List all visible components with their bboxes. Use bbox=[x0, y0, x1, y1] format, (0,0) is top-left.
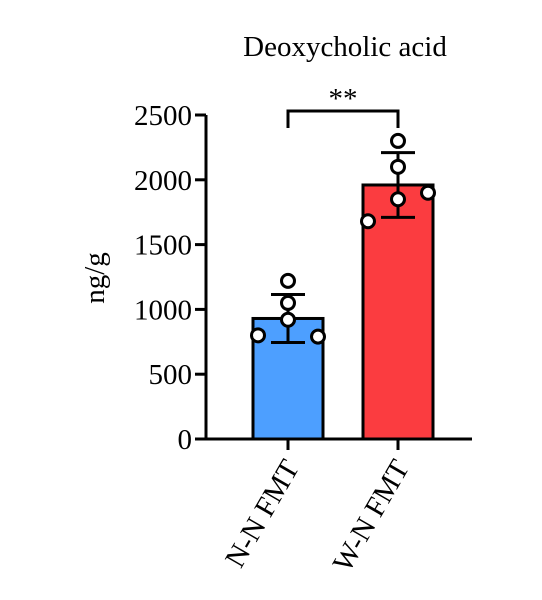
x-tick-labels: N-N FMT W-N FMT bbox=[219, 439, 416, 577]
data-point bbox=[390, 191, 406, 208]
data-point bbox=[250, 327, 266, 344]
data-point bbox=[310, 328, 326, 345]
y-axis-label: ng/g bbox=[79, 252, 111, 304]
y-tick-label: 1500 bbox=[134, 230, 192, 262]
significance-label: ** bbox=[329, 83, 358, 115]
significance-line bbox=[286, 109, 400, 128]
data-point bbox=[420, 184, 436, 201]
data-point bbox=[390, 132, 406, 149]
y-tick-label: 2000 bbox=[134, 165, 192, 197]
data-point bbox=[280, 294, 296, 311]
data-point bbox=[390, 158, 406, 175]
x-tick-label: W-N FMT bbox=[327, 454, 416, 577]
chart-title: Deoxycholic acid bbox=[243, 31, 447, 63]
y-tick-label: 500 bbox=[149, 359, 193, 391]
y-ticks: 0 500 1000 1500 2000 2500 bbox=[134, 100, 206, 456]
data-point bbox=[360, 213, 376, 230]
y-tick-label: 0 bbox=[178, 424, 193, 456]
y-tick-label: 1000 bbox=[134, 294, 192, 326]
bars bbox=[251, 183, 435, 441]
y-tick-label: 2500 bbox=[134, 100, 192, 132]
data-point bbox=[280, 272, 296, 289]
significance-bracket: ** bbox=[286, 83, 400, 128]
data-points bbox=[250, 132, 436, 345]
data-point bbox=[280, 311, 296, 328]
x-tick-label: N-N FMT bbox=[219, 454, 306, 573]
